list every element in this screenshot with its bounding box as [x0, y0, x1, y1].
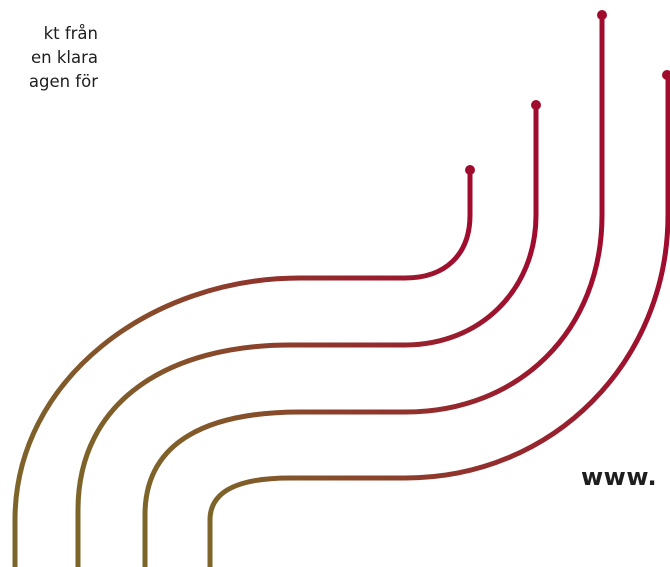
website-url: www. [581, 463, 658, 491]
line-end-dot [531, 100, 541, 110]
curve-line-4 [207, 72, 670, 567]
intro-text-line: en klara [31, 48, 98, 67]
curve-line-3 [142, 12, 605, 567]
line-end-dot [465, 165, 475, 175]
intro-text-line: agen för [28, 72, 98, 91]
line-end-dot [597, 10, 607, 20]
intro-text-line: kt från [43, 24, 98, 43]
curve-line-1 [12, 167, 473, 567]
line-end-dot [662, 70, 670, 80]
curve-line-2 [75, 102, 539, 567]
intro-text: kt från en klara agen för [0, 22, 98, 94]
